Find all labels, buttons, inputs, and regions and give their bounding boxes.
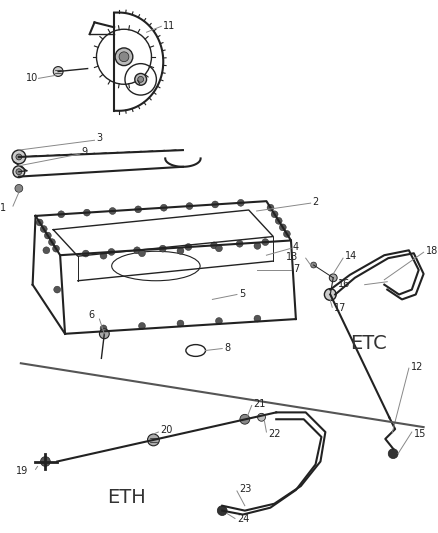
Circle shape — [54, 286, 60, 293]
Circle shape — [215, 245, 223, 252]
Text: 11: 11 — [163, 21, 176, 31]
Text: 8: 8 — [224, 343, 230, 352]
Circle shape — [215, 318, 223, 325]
Circle shape — [36, 219, 43, 226]
Text: 9: 9 — [82, 147, 88, 157]
Text: 15: 15 — [414, 429, 426, 439]
Circle shape — [134, 247, 141, 254]
Circle shape — [254, 243, 261, 249]
Text: 12: 12 — [411, 362, 423, 372]
Text: ETH: ETH — [107, 488, 146, 507]
Text: 6: 6 — [88, 310, 95, 320]
Circle shape — [186, 203, 193, 209]
Circle shape — [135, 74, 147, 85]
Circle shape — [115, 48, 133, 66]
Circle shape — [40, 457, 50, 466]
Circle shape — [325, 288, 336, 301]
Circle shape — [82, 250, 89, 257]
Circle shape — [49, 239, 55, 246]
Circle shape — [100, 325, 107, 332]
Circle shape — [43, 247, 50, 254]
Circle shape — [271, 211, 278, 217]
Circle shape — [185, 244, 192, 251]
Circle shape — [279, 224, 286, 231]
Text: 24: 24 — [237, 514, 249, 524]
Text: 1: 1 — [0, 203, 6, 213]
Circle shape — [15, 184, 23, 192]
Circle shape — [262, 239, 269, 246]
Circle shape — [236, 240, 243, 247]
Circle shape — [109, 207, 116, 214]
Text: 20: 20 — [160, 425, 173, 435]
Text: 2: 2 — [313, 197, 319, 207]
Circle shape — [44, 232, 51, 239]
Circle shape — [16, 169, 22, 175]
Circle shape — [108, 248, 115, 255]
Circle shape — [138, 76, 144, 82]
Circle shape — [160, 204, 167, 211]
Circle shape — [138, 322, 145, 329]
Circle shape — [177, 247, 184, 254]
Text: 10: 10 — [26, 74, 38, 83]
Text: 4: 4 — [293, 243, 299, 252]
Circle shape — [212, 201, 219, 208]
Circle shape — [211, 242, 218, 249]
Circle shape — [258, 414, 265, 421]
Circle shape — [267, 204, 274, 211]
Circle shape — [40, 225, 47, 232]
Circle shape — [100, 252, 107, 259]
Circle shape — [275, 217, 282, 224]
Text: 21: 21 — [254, 399, 266, 408]
Circle shape — [99, 329, 109, 338]
Text: ETC: ETC — [350, 334, 387, 353]
Circle shape — [177, 320, 184, 327]
Text: 22: 22 — [268, 429, 281, 439]
Circle shape — [12, 150, 26, 164]
Circle shape — [254, 315, 261, 322]
Circle shape — [58, 211, 65, 217]
Circle shape — [53, 67, 63, 76]
Circle shape — [148, 434, 159, 446]
Circle shape — [217, 506, 227, 515]
Text: 14: 14 — [345, 251, 357, 261]
Circle shape — [388, 449, 398, 458]
Circle shape — [329, 274, 337, 282]
Circle shape — [159, 245, 166, 252]
Circle shape — [53, 245, 60, 252]
Text: 3: 3 — [96, 133, 102, 143]
Circle shape — [119, 52, 129, 62]
Text: 23: 23 — [239, 484, 251, 494]
Circle shape — [237, 199, 244, 206]
Text: 19: 19 — [17, 466, 28, 477]
Text: 17: 17 — [334, 303, 346, 313]
Text: 7: 7 — [293, 264, 299, 274]
Circle shape — [138, 250, 145, 257]
Circle shape — [135, 206, 141, 213]
Text: 5: 5 — [239, 288, 245, 298]
Circle shape — [283, 230, 290, 237]
Circle shape — [13, 166, 25, 177]
Text: 18: 18 — [426, 246, 438, 256]
Circle shape — [240, 414, 250, 424]
Text: 13: 13 — [286, 252, 298, 262]
Circle shape — [83, 209, 90, 216]
Text: 16: 16 — [338, 279, 350, 289]
Circle shape — [311, 262, 317, 268]
Circle shape — [16, 154, 22, 160]
